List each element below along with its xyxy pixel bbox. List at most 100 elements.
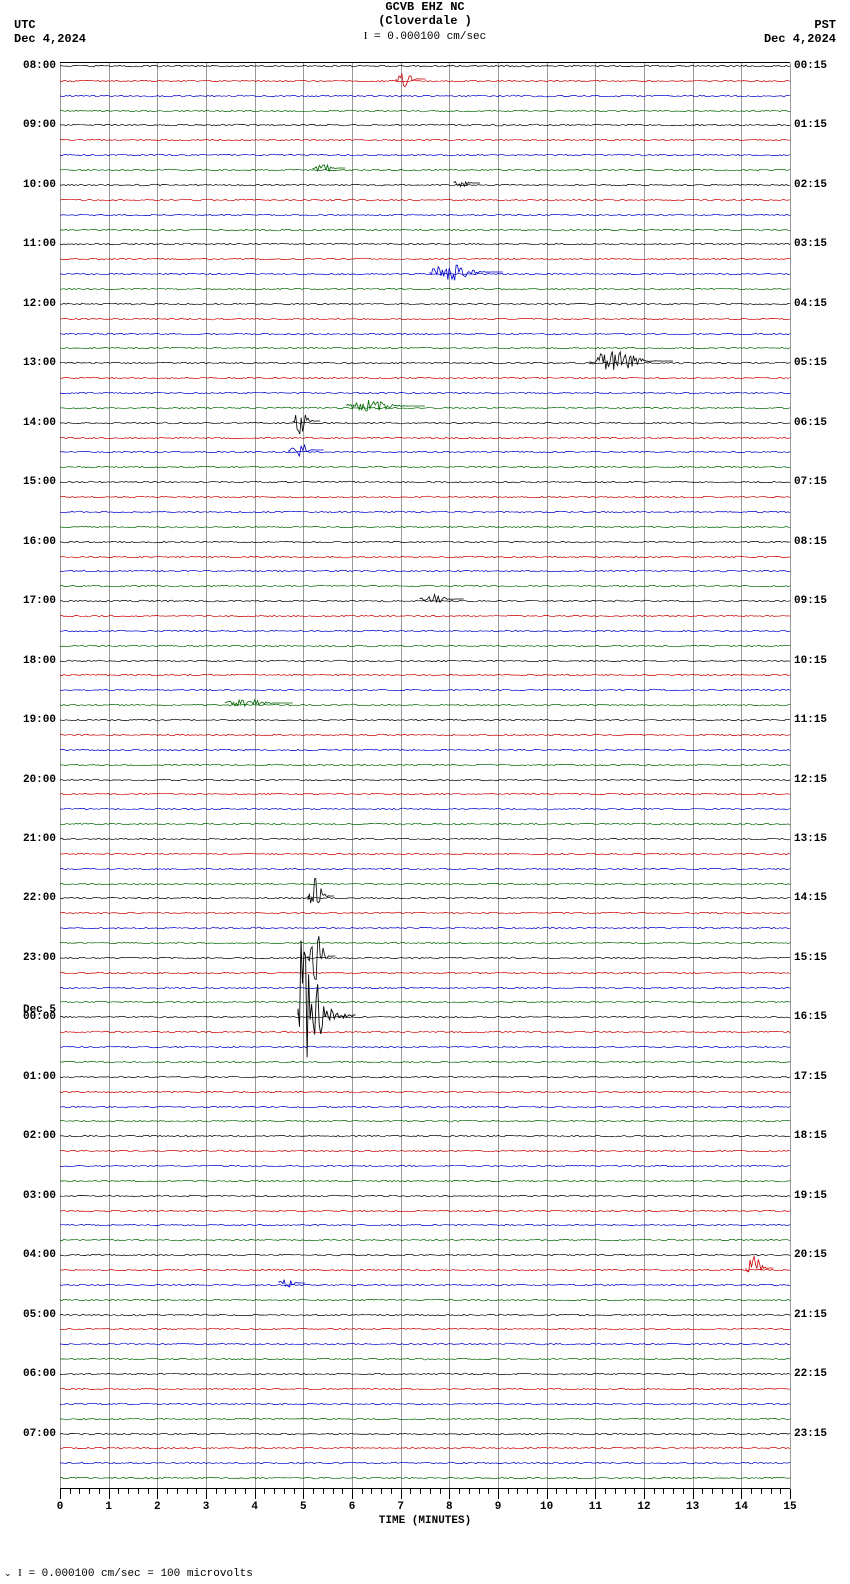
trace-row: [60, 1282, 790, 1288]
trace-row: [60, 747, 790, 753]
trace-row: [60, 1401, 790, 1407]
trace-row: [60, 1059, 790, 1065]
station-location: (Cloverdale ): [0, 14, 850, 28]
utc-time-label: 11:00: [23, 238, 60, 250]
x-tick-label: 0: [57, 1501, 64, 1513]
utc-time-label: 17:00: [23, 595, 60, 607]
seismic-event: [430, 262, 504, 286]
seismic-event: [289, 440, 324, 464]
x-tick-label: 9: [495, 1501, 502, 1513]
seismic-event: [279, 1278, 305, 1292]
pst-time-label: 15:15: [790, 952, 827, 964]
utc-time-label: 02:00: [23, 1130, 60, 1142]
x-tick-label: 15: [783, 1501, 796, 1513]
x-tick-label: 5: [300, 1501, 307, 1513]
pst-time-label: 14:15: [790, 892, 827, 904]
pst-time-label: 00:15: [790, 60, 827, 72]
utc-time-label: 12:00: [23, 298, 60, 310]
utc-time-label: 23:00: [23, 952, 60, 964]
seismogram-container: UTC Dec 4,2024 GCVB EHZ NC (Cloverdale )…: [0, 0, 850, 1584]
pst-time-label: 10:15: [790, 655, 827, 667]
utc-time-label: 20:00: [23, 774, 60, 786]
trace-row: [60, 1237, 790, 1243]
x-axis: TIME (MINUTES) 0123456789101112131415: [60, 1488, 790, 1529]
trace-row: [60, 301, 790, 307]
trace-row: [60, 985, 790, 991]
trace-row: [60, 970, 790, 976]
trace-row: [60, 227, 790, 233]
trace-row: [60, 1267, 790, 1273]
utc-time-label: 05:00: [23, 1309, 60, 1321]
utc-time-label: 22:00: [23, 892, 60, 904]
trace-row: [60, 1178, 790, 1184]
x-tick-label: 10: [540, 1501, 553, 1513]
header: GCVB EHZ NC (Cloverdale ) I = 0.000100 c…: [0, 0, 850, 43]
trace-row: [60, 286, 790, 292]
utc-time-label: 04:00: [23, 1249, 60, 1261]
utc-time-label: 03:00: [23, 1190, 60, 1202]
seismic-event: [347, 400, 425, 416]
pst-time-label: 01:15: [790, 119, 827, 131]
pst-time-label: 18:15: [790, 1130, 827, 1142]
trace-row: [60, 1431, 790, 1437]
trace-row: [60, 524, 790, 530]
utc-time-label: 14:00: [23, 417, 60, 429]
trace-row: [60, 836, 790, 842]
trace-row: [60, 821, 790, 827]
trace-row: [60, 1074, 790, 1080]
trace-row: [60, 1014, 790, 1020]
x-tick-label: 3: [203, 1501, 210, 1513]
trace-row: [60, 1297, 790, 1303]
utc-time-label: 15:00: [23, 476, 60, 488]
trace-row: [60, 494, 790, 500]
trace-row: [60, 345, 790, 351]
x-tick-label: 7: [397, 1501, 404, 1513]
trace-row: [60, 1445, 790, 1451]
trace-row: [60, 554, 790, 560]
trace-row: [60, 881, 790, 887]
trace-row: [60, 1193, 790, 1199]
pst-time-label: 13:15: [790, 833, 827, 845]
utc-time-label: 10:00: [23, 179, 60, 191]
trace-row: [60, 137, 790, 143]
trace-row: [60, 182, 790, 188]
pst-time-label: 23:15: [790, 1428, 827, 1440]
utc-time-label: 13:00: [23, 357, 60, 369]
trace-row: [60, 241, 790, 247]
seismic-event: [298, 905, 357, 1129]
trace-row: [60, 613, 790, 619]
x-tick-label: 8: [446, 1501, 453, 1513]
trace-row: [60, 197, 790, 203]
trace-row: [60, 910, 790, 916]
trace-row: [60, 1416, 790, 1422]
utc-time-label: 21:00: [23, 833, 60, 845]
trace-row: [60, 360, 790, 366]
utc-time-label: 18:00: [23, 655, 60, 667]
pst-time-label: 06:15: [790, 417, 827, 429]
trace-row: [60, 732, 790, 738]
x-tick-label: 12: [637, 1501, 650, 1513]
trace-row: [60, 1208, 790, 1214]
seismic-event: [313, 161, 345, 179]
pst-time-label: 07:15: [790, 476, 827, 488]
trace-row: [60, 1386, 790, 1392]
trace-row: [60, 509, 790, 515]
seismic-event: [746, 1254, 773, 1286]
seismic-event: [454, 179, 480, 191]
trace-row: [60, 583, 790, 589]
footer-scale: ⌄ I = 0.000100 cm/sec = 100 microvolts: [4, 1567, 253, 1580]
trace-row: [60, 375, 790, 381]
trace-row: [60, 1163, 790, 1169]
trace-row: [60, 1118, 790, 1124]
pst-time-label: 12:15: [790, 774, 827, 786]
trace-row: [60, 449, 790, 455]
trace-row: [60, 1341, 790, 1347]
pst-time-label: 03:15: [790, 238, 827, 250]
trace-row: [60, 167, 790, 173]
pst-time-label: 08:15: [790, 536, 827, 548]
pst-time-label: 20:15: [790, 1249, 827, 1261]
trace-row: [60, 628, 790, 634]
pst-time-label: 04:15: [790, 298, 827, 310]
pst-time-label: 19:15: [790, 1190, 827, 1202]
seismic-event: [590, 349, 673, 377]
